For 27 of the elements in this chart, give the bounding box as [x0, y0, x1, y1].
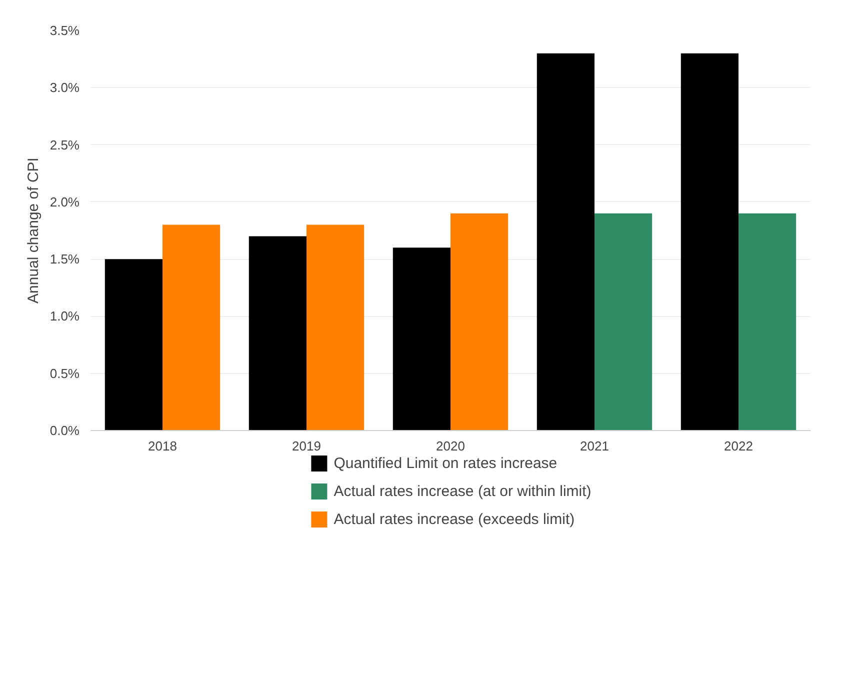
x-tick-label: 2020	[436, 438, 465, 454]
y-tick-label: 1.0%	[50, 308, 80, 324]
bar	[162, 224, 220, 430]
bar	[680, 53, 738, 430]
legend-label: Quantified Limit on rates increase	[334, 454, 558, 472]
y-tick-label: 3.0%	[50, 80, 80, 96]
y-tick-label: 0.5%	[50, 366, 80, 381]
legend-label: Actual rates increase (exceeds limit)	[334, 510, 575, 528]
y-tick-label: 3.5%	[50, 23, 80, 38]
y-tick-label: 2.5%	[50, 137, 80, 152]
y-tick-label: 0.0%	[50, 423, 80, 438]
y-axis-title: Annual change of CPI	[24, 158, 42, 304]
bar	[306, 224, 364, 430]
y-tick-label: 1.5%	[50, 252, 80, 267]
bar	[104, 259, 162, 430]
bar	[450, 213, 508, 430]
bar	[594, 213, 652, 430]
bar	[248, 236, 306, 430]
x-tick-label: 2022	[724, 438, 753, 454]
x-tick-label: 2019	[292, 438, 321, 454]
bar	[536, 53, 594, 430]
bar	[738, 213, 796, 430]
bar	[392, 248, 450, 430]
x-tick-label: 2018	[148, 438, 177, 454]
y-tick-label: 2.0%	[50, 194, 80, 210]
legend-label: Actual rates increase (at or within limit)	[334, 482, 592, 500]
x-tick-label: 2021	[580, 438, 609, 454]
